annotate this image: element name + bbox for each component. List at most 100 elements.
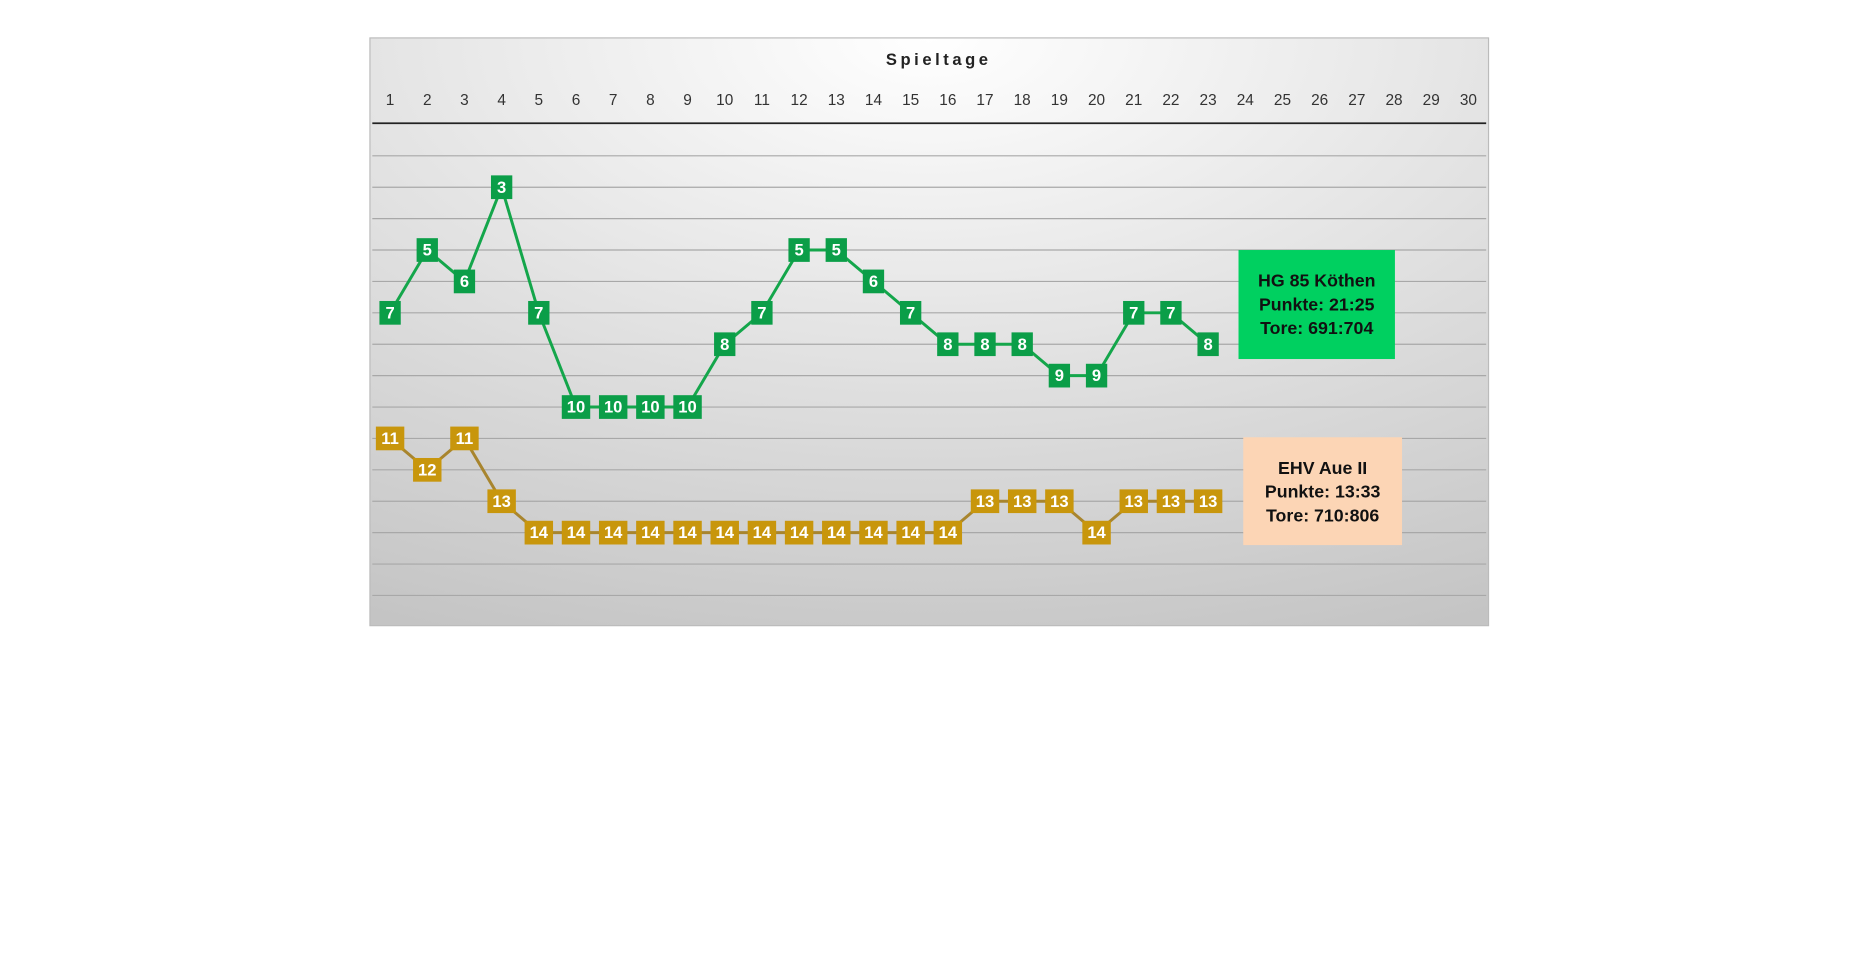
data-label: 7	[906, 303, 915, 322]
marker	[751, 300, 773, 325]
data-label: 8	[943, 335, 952, 354]
marker	[636, 520, 665, 545]
marker	[413, 457, 442, 482]
data-label: 14	[530, 523, 549, 542]
x-tick-label: 3	[460, 92, 469, 109]
marker	[1045, 489, 1074, 514]
data-label: 10	[641, 398, 659, 417]
data-label: 14	[864, 523, 883, 542]
x-tick-label: 24	[1237, 92, 1255, 109]
marker	[899, 300, 922, 325]
marker	[933, 520, 963, 545]
marker	[598, 520, 628, 545]
x-tick-label: 16	[939, 92, 956, 109]
x-tick-label: 9	[683, 92, 692, 109]
x-tick-label: 30	[1460, 92, 1477, 109]
marker	[859, 520, 888, 545]
marker	[636, 395, 665, 419]
marker	[453, 269, 476, 294]
x-tick-label: 11	[754, 92, 770, 109]
data-label: 14	[604, 523, 623, 542]
legend-name: HG 85 Köthen	[1258, 271, 1375, 291]
marker	[528, 300, 550, 325]
data-label: 8	[980, 335, 989, 354]
marker	[673, 395, 702, 419]
data-label: 13	[1050, 492, 1068, 511]
data-label: 9	[1092, 366, 1101, 385]
x-tick-label: 4	[497, 92, 506, 109]
marker	[1082, 520, 1111, 545]
chart-title: Spieltage	[886, 50, 992, 69]
data-label: 14	[641, 523, 660, 542]
legend-box	[1238, 250, 1395, 360]
legend-info: Punkte: 13:33	[1265, 482, 1381, 502]
marker	[788, 238, 810, 262]
data-label: 7	[757, 303, 766, 322]
marker	[375, 426, 405, 451]
marker	[974, 332, 996, 357]
data-label: 14	[901, 523, 920, 542]
legend-info: Punkte: 21:25	[1259, 294, 1375, 314]
data-label: 5	[794, 241, 803, 260]
data-label: 14	[567, 523, 586, 542]
marker	[561, 395, 591, 419]
x-tick-label: 22	[1162, 92, 1179, 109]
marker	[416, 238, 438, 262]
x-tick-label: 10	[716, 92, 733, 109]
x-tick-label: 20	[1088, 92, 1105, 109]
x-tick-label: 15	[902, 92, 919, 109]
marker	[710, 520, 739, 545]
data-label: 7	[534, 303, 543, 322]
x-tick-label: 6	[572, 92, 581, 109]
data-label: 6	[869, 272, 878, 291]
x-tick-label: 21	[1125, 92, 1142, 109]
data-label: 9	[1055, 366, 1064, 385]
x-tick-label: 5	[535, 92, 544, 109]
data-label: 14	[790, 523, 809, 542]
marker	[1119, 489, 1148, 514]
data-label: 6	[460, 272, 469, 291]
data-label: 8	[1203, 335, 1212, 354]
legend-info: Tore: 691:704	[1260, 318, 1373, 338]
marker	[822, 520, 851, 545]
data-label: 13	[492, 492, 510, 511]
data-label: 8	[1018, 335, 1027, 354]
data-label: 10	[604, 398, 622, 417]
marker	[714, 332, 736, 357]
marker	[524, 520, 554, 545]
x-tick-label: 28	[1385, 92, 1402, 109]
data-label: 14	[827, 523, 846, 542]
x-tick-label: 8	[646, 92, 655, 109]
data-label: 7	[1129, 303, 1138, 322]
x-tick-label: 1	[386, 92, 395, 109]
marker	[1197, 332, 1219, 357]
data-label: 13	[1013, 492, 1031, 511]
legend-name: EHV Aue II	[1278, 458, 1367, 478]
x-tick-label: 29	[1423, 92, 1440, 109]
x-tick-label: 18	[1014, 92, 1031, 109]
x-tick-label: 2	[423, 92, 432, 109]
data-label: 13	[1125, 492, 1143, 511]
marker	[1011, 332, 1033, 357]
data-label: 14	[678, 523, 697, 542]
data-label: 12	[418, 460, 436, 479]
marker	[1123, 300, 1145, 325]
data-label: 7	[385, 303, 394, 322]
data-label: 5	[832, 241, 841, 260]
legend-info: Tore: 710:806	[1266, 505, 1379, 525]
marker	[1048, 363, 1071, 388]
marker	[1007, 489, 1037, 514]
x-tick-label: 7	[609, 92, 618, 109]
marker	[490, 175, 513, 200]
data-label: 13	[1199, 492, 1217, 511]
data-label: 13	[1162, 492, 1180, 511]
data-label: 5	[423, 241, 432, 260]
x-tick-label: 14	[865, 92, 883, 109]
marker	[896, 520, 925, 545]
marker	[937, 332, 959, 357]
data-label: 14	[1087, 523, 1106, 542]
data-label: 14	[753, 523, 772, 542]
marker	[379, 300, 401, 325]
marker	[784, 520, 814, 545]
